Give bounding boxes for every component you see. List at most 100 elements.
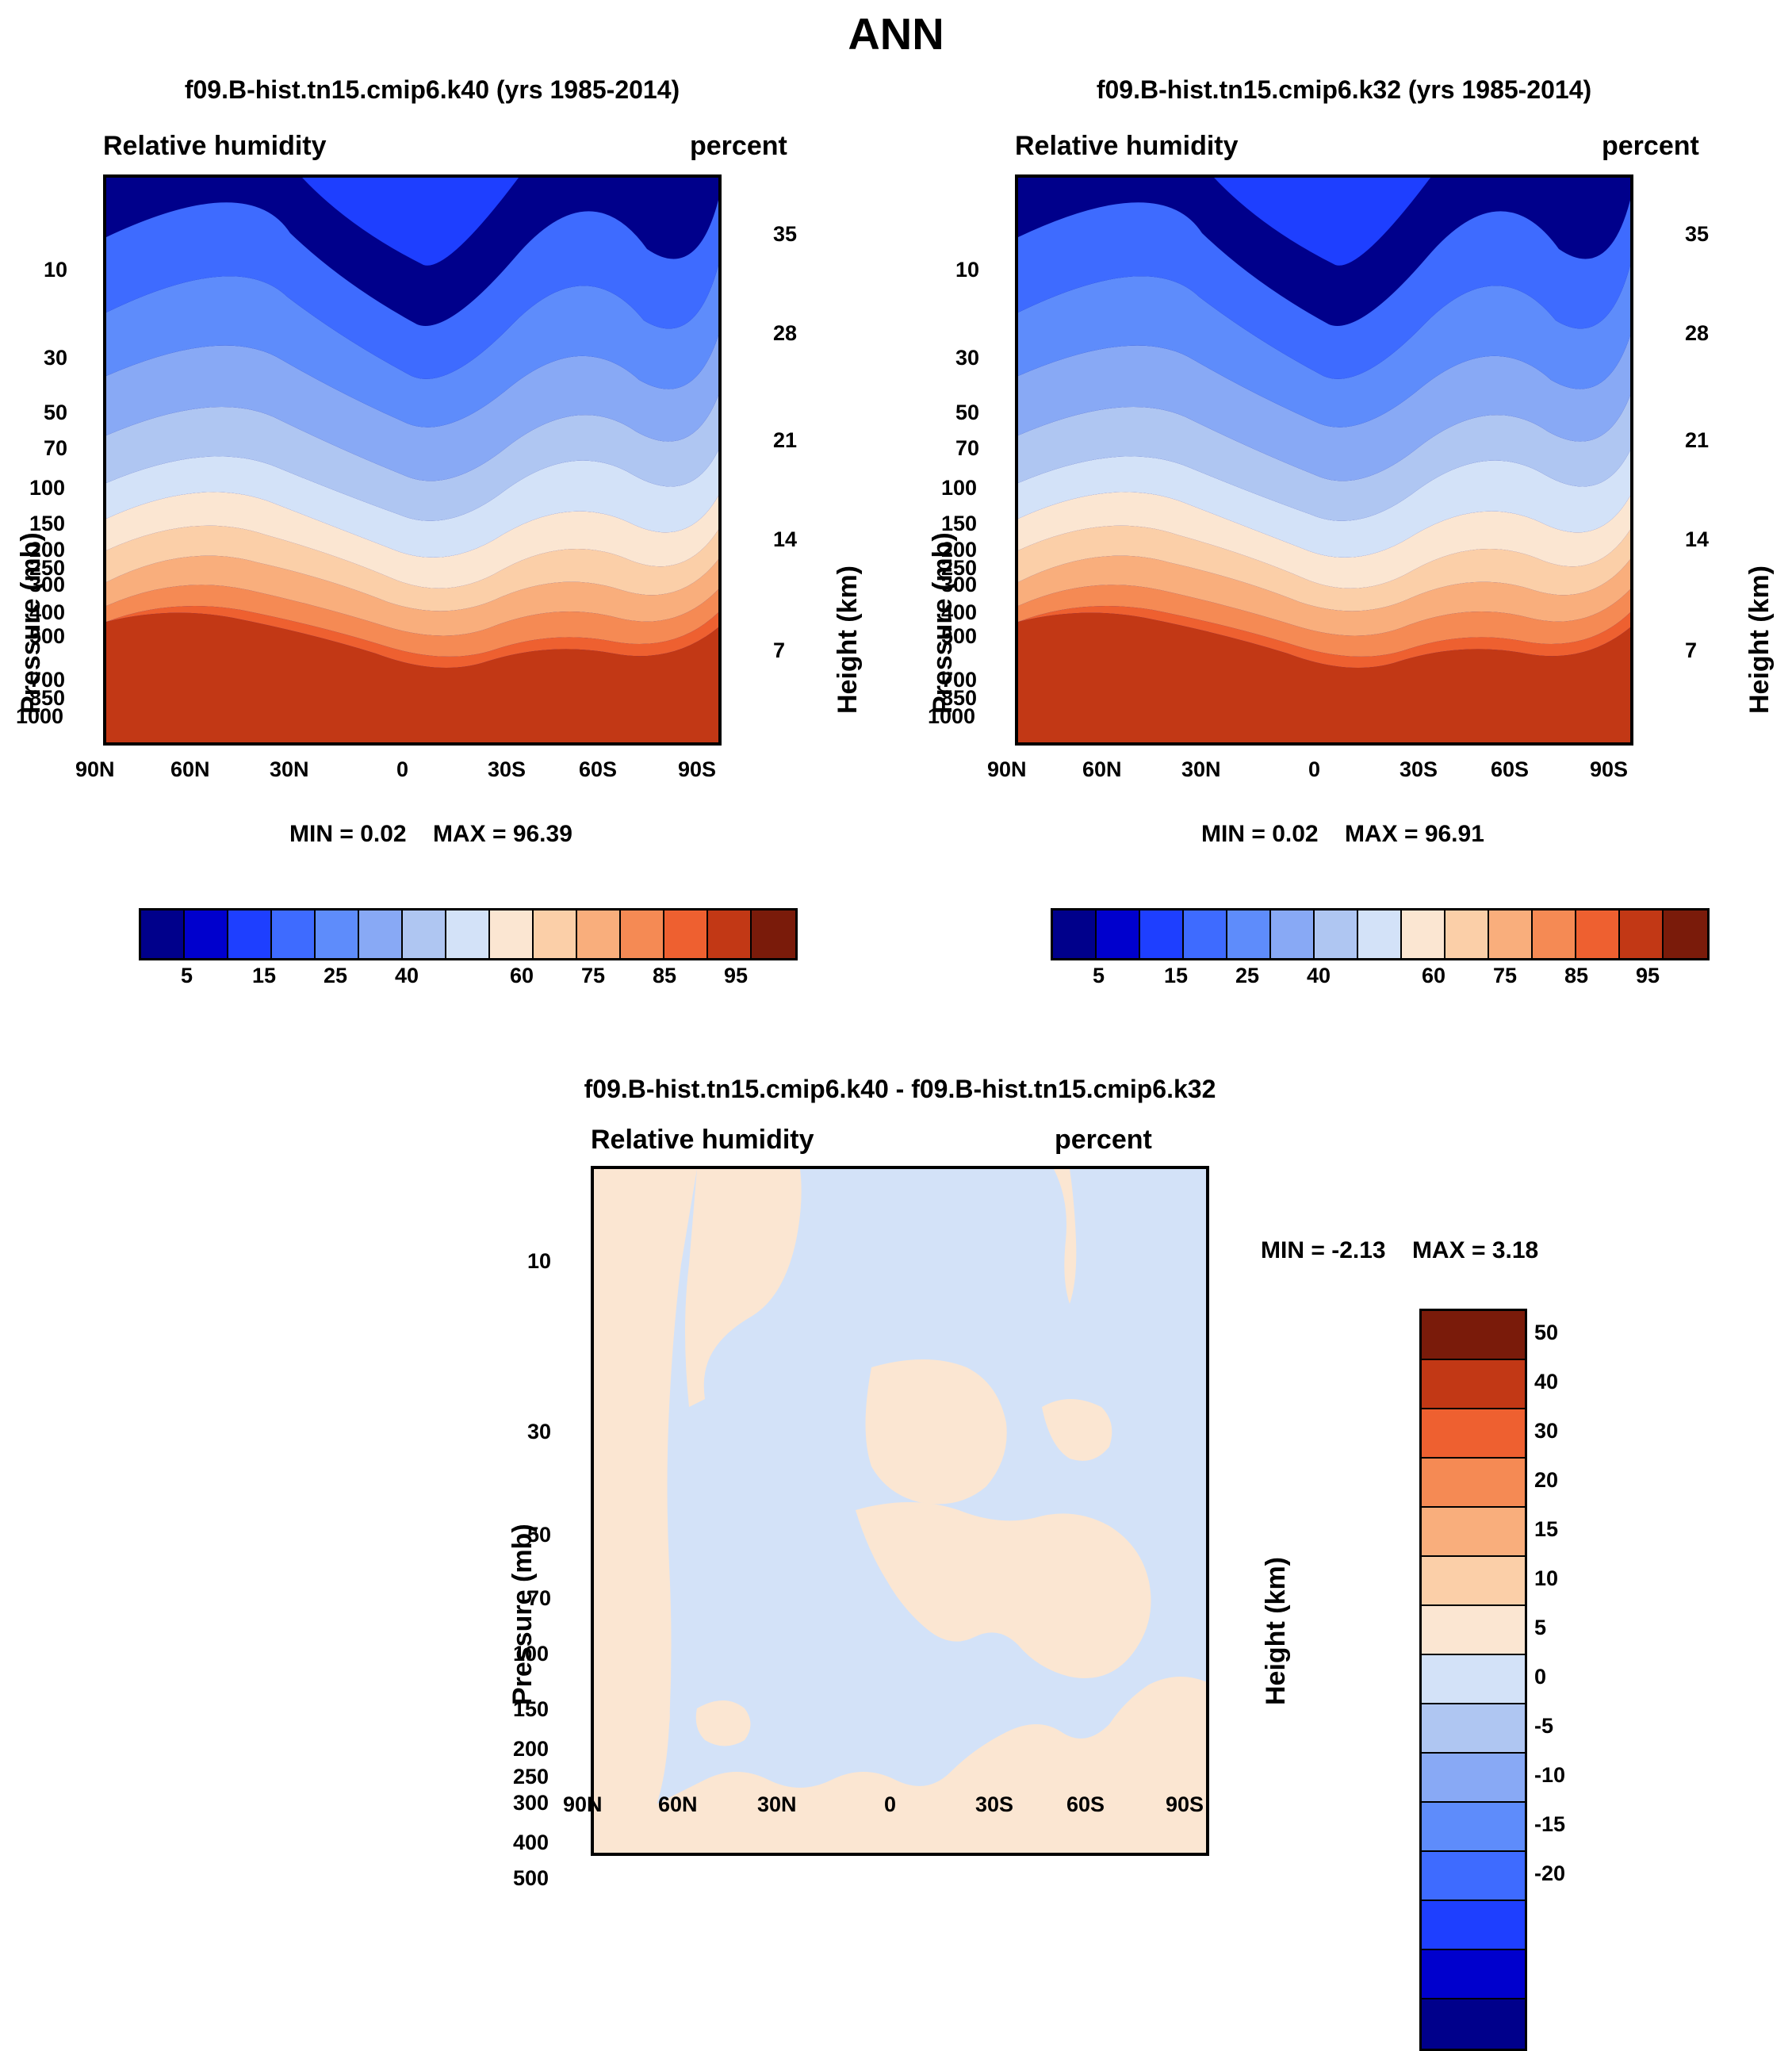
main-title: ANN — [0, 8, 1792, 59]
cbv-30: 30 — [1534, 1419, 1558, 1443]
panel-right-xtick-60s: 60S — [1491, 757, 1529, 782]
cb-right-60: 60 — [1422, 964, 1445, 988]
tick-r30: 30 — [955, 346, 979, 370]
panel-right-xtick-90s: 90S — [1590, 757, 1628, 782]
panel-diff-axis-top-right: percent — [1055, 1125, 1152, 1156]
cb-right-5: 5 — [1093, 964, 1105, 988]
tick-r10: 10 — [955, 258, 979, 282]
tick-r500: 500 — [941, 624, 977, 649]
tick-d150: 150 — [513, 1697, 549, 1722]
panel-diff-xtick-60n: 60N — [658, 1792, 698, 1817]
panel-diff-plot-area[interactable] — [591, 1166, 1209, 1856]
cb-right-75: 75 — [1493, 964, 1517, 988]
panel-left-xtick-30n: 30N — [270, 757, 309, 782]
panel-left-xtick-30s: 30S — [488, 757, 526, 782]
panel-diff-xtick-0: 0 — [884, 1792, 896, 1817]
tick-d500: 500 — [513, 1866, 549, 1891]
panel-right-colorbar[interactable] — [1051, 908, 1710, 960]
tick-500: 500 — [29, 624, 65, 649]
cbv-15: 15 — [1534, 1517, 1558, 1542]
panel-left-title: f09.B-hist.tn15.cmip6.k40 (yrs 1985-2014… — [75, 75, 789, 105]
panel-right-minmax: MIN = 0.02 MAX = 96.91 — [1201, 821, 1484, 848]
panel-right-axis-top-right: percent — [1602, 131, 1699, 162]
panel-diff-xtick-60s: 60S — [1066, 1792, 1105, 1817]
panel-right-axis-top-left: Relative humidity — [1015, 131, 1239, 162]
cb-left-15: 15 — [252, 964, 276, 988]
tick-rh14: 14 — [1685, 527, 1709, 552]
cb-right-25: 25 — [1235, 964, 1259, 988]
cb-left-60: 60 — [510, 964, 534, 988]
panel-right-xtick-30s: 30S — [1400, 757, 1438, 782]
tick-r50: 50 — [955, 401, 979, 425]
cb-right-15: 15 — [1164, 964, 1188, 988]
tick-rh35: 35 — [1685, 222, 1709, 247]
tick-150: 150 — [29, 512, 65, 536]
panel-diff-y2label: Height (km) — [1261, 1557, 1292, 1705]
tick-d250: 250 — [513, 1765, 549, 1789]
panel-right-max-label: MAX = — [1345, 821, 1419, 847]
panel-right-y2label: Height (km) — [1744, 565, 1775, 714]
panel-left-colorbar[interactable] — [139, 908, 798, 960]
cbv-neg20: -20 — [1534, 1861, 1565, 1886]
panel-diff-colorbar[interactable] — [1419, 1309, 1527, 2051]
panel-diff-ylabel: Pressure (mb) — [507, 1524, 538, 1705]
panel-diff-min-value: -2.13 — [1331, 1237, 1385, 1263]
cbv-neg15: -15 — [1534, 1812, 1565, 1837]
tick-30: 30 — [44, 346, 67, 370]
cbv-neg5: -5 — [1534, 1714, 1553, 1739]
panel-left-axis-top-left: Relative humidity — [103, 131, 327, 162]
tick-d200: 200 — [513, 1737, 549, 1762]
panel-right-title: f09.B-hist.tn15.cmip6.k32 (yrs 1985-2014… — [987, 75, 1701, 105]
tick-r150: 150 — [941, 512, 977, 536]
tick-d400: 400 — [513, 1831, 549, 1855]
tick-d50: 50 — [527, 1523, 551, 1547]
tick-d100: 100 — [513, 1642, 549, 1666]
panel-left-plot-area[interactable] — [103, 174, 722, 746]
tick-1000: 1000 — [16, 704, 63, 729]
panel-right-xtick-0: 0 — [1308, 757, 1320, 782]
panel-right-xtick-90n: 90N — [987, 757, 1027, 782]
panel-left-min-value: 0.02 — [360, 821, 406, 847]
cb-left-5: 5 — [181, 964, 193, 988]
panel-left-y2label: Height (km) — [833, 565, 863, 714]
panel-right-max-value: 96.91 — [1425, 821, 1484, 847]
panel-left-max-value: 96.39 — [513, 821, 572, 847]
cbv-neg10: -10 — [1534, 1763, 1565, 1788]
tick-d300: 300 — [513, 1791, 549, 1815]
panel-left-min-label: MIN = — [289, 821, 354, 847]
tick-d10: 10 — [527, 1249, 551, 1274]
tick-70: 70 — [44, 436, 67, 461]
panel-right-plot-area[interactable] — [1015, 174, 1633, 746]
tick-r100: 100 — [941, 476, 977, 500]
panel-diff-title: f09.B-hist.tn15.cmip6.k40 - f09.B-hist.t… — [444, 1075, 1356, 1104]
panel-diff-min-label: MIN = — [1261, 1237, 1325, 1263]
tick-d30: 30 — [527, 1420, 551, 1444]
tick-h35: 35 — [773, 222, 797, 247]
panel-left-xtick-90n: 90N — [75, 757, 115, 782]
panel-left-axis-top-right: percent — [690, 131, 787, 162]
panel-left-max-label: MAX = — [433, 821, 507, 847]
tick-h28: 28 — [773, 321, 797, 346]
tick-rh28: 28 — [1685, 321, 1709, 346]
tick-50: 50 — [44, 401, 67, 425]
tick-rh7: 7 — [1685, 638, 1697, 663]
cbv-20: 20 — [1534, 1468, 1558, 1493]
panel-diff-max-label: MAX = — [1412, 1237, 1486, 1263]
panel-right-min-label: MIN = — [1201, 821, 1266, 847]
panel-diff-xtick-30s: 30S — [975, 1792, 1013, 1817]
panel-left-xtick-90s: 90S — [678, 757, 716, 782]
cb-left-40: 40 — [395, 964, 419, 988]
panel-diff-minmax: MIN = -2.13 MAX = 3.18 — [1261, 1237, 1538, 1264]
cbv-5: 5 — [1534, 1616, 1546, 1640]
tick-d70: 70 — [527, 1586, 551, 1611]
cbv-0: 0 — [1534, 1665, 1546, 1689]
cb-left-85: 85 — [653, 964, 676, 988]
cb-right-85: 85 — [1564, 964, 1588, 988]
cb-right-40: 40 — [1307, 964, 1331, 988]
tick-300: 300 — [29, 573, 65, 597]
tick-r400: 400 — [941, 600, 977, 625]
tick-h14: 14 — [773, 527, 797, 552]
cbv-10: 10 — [1534, 1566, 1558, 1591]
tick-400: 400 — [29, 600, 65, 625]
panel-diff-axis-top-left: Relative humidity — [591, 1125, 814, 1156]
